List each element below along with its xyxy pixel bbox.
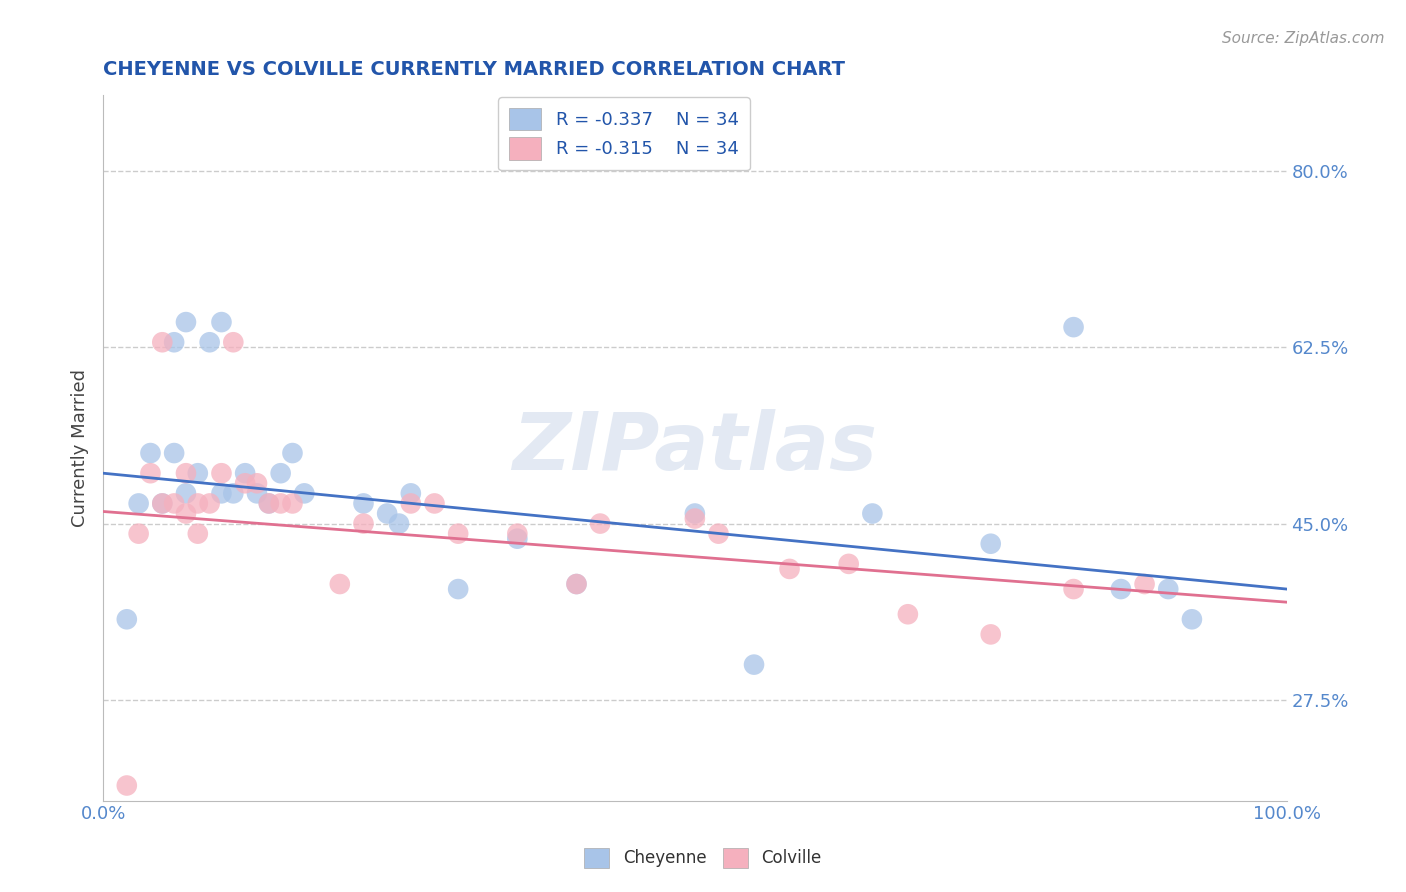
Point (128, 526, 150, 541)
Point (174, 507, 197, 521)
Point (233, 467, 256, 481)
Point (329, 577, 352, 591)
Point (565, 577, 588, 591)
Text: CHEYENNE VS COLVILLE CURRENTLY MARRIED CORRELATION CHART: CHEYENNE VS COLVILLE CURRENTLY MARRIED C… (103, 60, 845, 78)
Point (1181, 612, 1204, 626)
Point (257, 496, 280, 510)
Point (423, 496, 446, 510)
Point (1157, 582, 1180, 596)
Point (1109, 582, 1132, 596)
Text: ZIPatlas: ZIPatlas (512, 409, 877, 487)
Point (128, 496, 150, 510)
Point (174, 486, 197, 500)
Point (150, 496, 173, 510)
Point (838, 557, 860, 571)
Point (707, 526, 730, 541)
Point (565, 577, 588, 591)
Point (589, 516, 612, 531)
Point (174, 467, 197, 481)
Point (281, 446, 304, 460)
Text: Source: ZipAtlas.com: Source: ZipAtlas.com (1222, 31, 1385, 46)
Point (222, 335, 245, 350)
Point (1063, 582, 1085, 596)
Point (353, 516, 375, 531)
Y-axis label: Currently Married: Currently Married (72, 369, 89, 527)
Point (506, 532, 529, 546)
Legend: R = -0.337    N = 34, R = -0.315    N = 34: R = -0.337 N = 34, R = -0.315 N = 34 (498, 97, 749, 170)
Point (139, 467, 162, 481)
Point (174, 315, 197, 329)
Point (257, 496, 280, 510)
Point (163, 335, 186, 350)
Point (683, 511, 706, 525)
Point (246, 486, 269, 500)
Point (115, 612, 138, 626)
Point (246, 476, 269, 491)
Point (375, 507, 398, 521)
Point (353, 496, 375, 510)
Point (399, 486, 422, 500)
Point (447, 526, 470, 541)
Point (506, 526, 529, 541)
Point (150, 335, 173, 350)
Point (211, 315, 233, 329)
Point (447, 582, 470, 596)
Point (292, 486, 315, 500)
Point (222, 486, 245, 500)
Point (187, 496, 209, 510)
Point (683, 507, 706, 521)
Point (281, 496, 304, 510)
Point (399, 496, 422, 510)
Point (980, 537, 1002, 551)
Point (198, 335, 221, 350)
Point (187, 467, 209, 481)
Point (211, 467, 233, 481)
Point (150, 496, 173, 510)
Point (742, 657, 765, 672)
Point (860, 507, 883, 521)
Legend: Cheyenne, Colville: Cheyenne, Colville (578, 841, 828, 875)
Point (270, 467, 292, 481)
Point (115, 779, 138, 793)
Point (1133, 577, 1156, 591)
Point (779, 562, 801, 576)
Point (139, 446, 162, 460)
Point (897, 607, 920, 622)
Point (270, 496, 292, 510)
Point (163, 446, 186, 460)
Point (233, 476, 256, 491)
Point (187, 526, 209, 541)
Point (163, 496, 186, 510)
Point (198, 496, 221, 510)
Point (388, 516, 411, 531)
Point (211, 486, 233, 500)
Point (980, 627, 1002, 641)
Point (1063, 320, 1085, 334)
